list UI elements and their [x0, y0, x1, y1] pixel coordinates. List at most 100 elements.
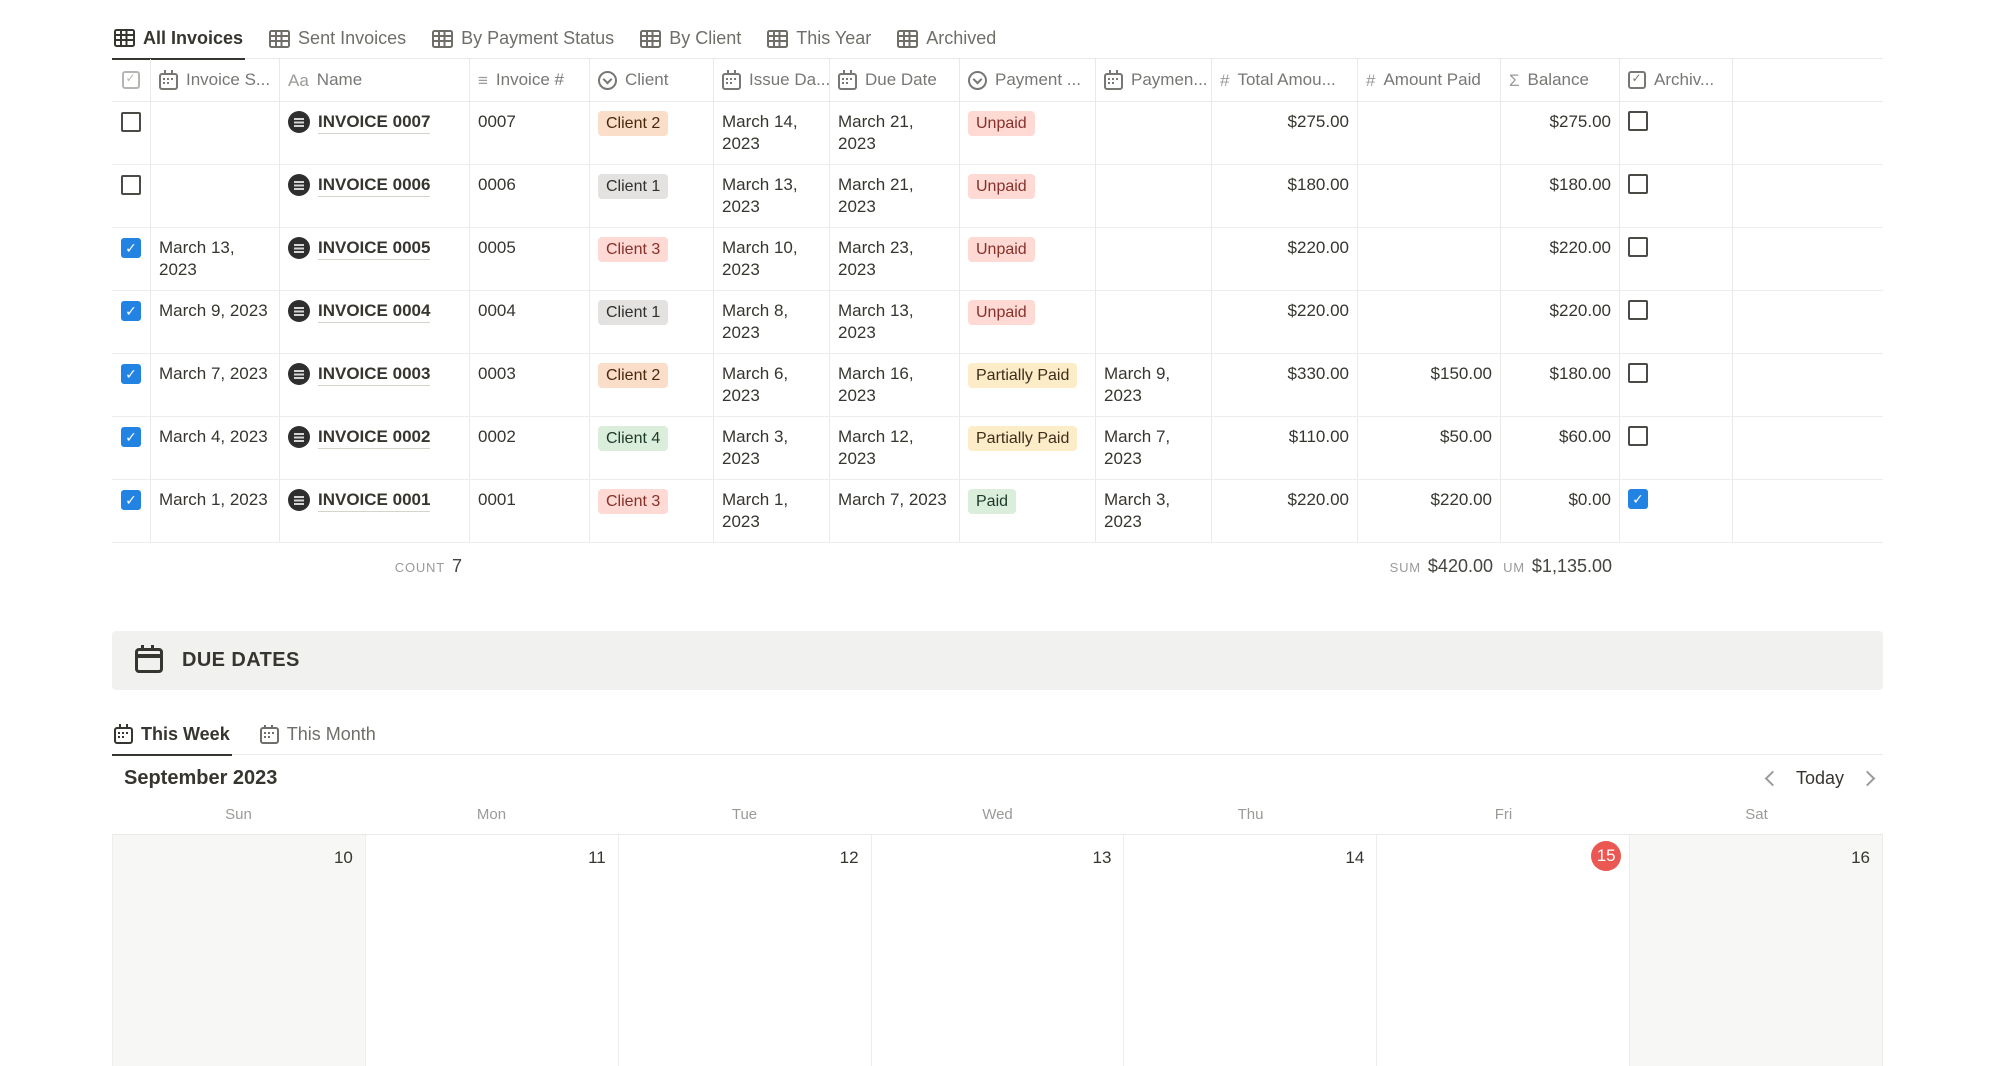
chevron-left-icon[interactable] — [1764, 770, 1781, 786]
column-header-due-date[interactable]: Due Date — [830, 59, 960, 101]
cell-payment-status[interactable]: Unpaid — [960, 102, 1096, 164]
archived-checkbox[interactable] — [1628, 111, 1648, 131]
column-header-client[interactable]: Client — [590, 59, 714, 101]
cell-amount-paid[interactable] — [1358, 291, 1501, 353]
cell-total-amount[interactable]: $220.00 — [1212, 291, 1358, 353]
invoice-page-link[interactable]: INVOICE 0003 — [318, 363, 431, 387]
cell-due-date[interactable]: March 21, 2023 — [830, 102, 960, 164]
amount-paid-sum-aggregate[interactable]: SUM $420.00 — [1389, 555, 1493, 576]
cell-client[interactable]: Client 3 — [590, 228, 714, 290]
cell-name[interactable]: INVOICE 0002 — [280, 417, 470, 479]
cell-issue-date[interactable]: March 3, 2023 — [714, 417, 830, 479]
cell-payment-date[interactable] — [1096, 291, 1212, 353]
invoice-page-link[interactable]: INVOICE 0002 — [318, 426, 431, 450]
cell-client[interactable]: Client 1 — [590, 165, 714, 227]
column-header-total-amount[interactable]: # Total Amou... — [1212, 59, 1358, 101]
calendar-day-cell[interactable]: 16 — [1630, 835, 1884, 1066]
cell-due-date[interactable]: March 16, 2023 — [830, 354, 960, 416]
row-select-checkbox[interactable] — [121, 112, 141, 132]
cell-invoice-sent[interactable]: March 7, 2023 — [150, 354, 280, 416]
balance-sum-aggregate[interactable]: UM $1,135.00 — [1503, 555, 1612, 576]
tab-by-payment-status[interactable]: By Payment Status — [430, 28, 616, 58]
cell-name[interactable]: INVOICE 0005 — [280, 228, 470, 290]
archived-checkbox[interactable] — [1628, 426, 1648, 446]
cell-amount-paid[interactable] — [1358, 165, 1501, 227]
cell-balance[interactable]: $220.00 — [1501, 291, 1620, 353]
cell-amount-paid[interactable]: $50.00 — [1358, 417, 1501, 479]
cell-total-amount[interactable]: $330.00 — [1212, 354, 1358, 416]
cell-name[interactable]: INVOICE 0006 — [280, 165, 470, 227]
cell-due-date[interactable]: March 21, 2023 — [830, 165, 960, 227]
tab-by-client[interactable]: By Client — [638, 28, 743, 58]
cell-invoice-number[interactable]: 0007 — [470, 102, 590, 164]
cell-invoice-sent[interactable] — [150, 102, 280, 164]
column-header-invoice-sent[interactable]: Invoice S... — [150, 59, 280, 101]
cell-payment-date[interactable] — [1096, 102, 1212, 164]
calendar-day-cell[interactable]: 11 — [365, 835, 619, 1066]
tab-archived[interactable]: Archived — [895, 28, 998, 58]
tab-this-week[interactable]: This Week — [112, 724, 232, 756]
tab-sent-invoices[interactable]: Sent Invoices — [267, 28, 408, 58]
cell-name[interactable]: INVOICE 0007 — [280, 102, 470, 164]
cell-balance[interactable]: $180.00 — [1501, 354, 1620, 416]
cell-balance[interactable]: $220.00 — [1501, 228, 1620, 290]
cell-payment-status[interactable]: Partially Paid — [960, 417, 1096, 479]
calendar-day-cell[interactable]: 14 — [1124, 835, 1378, 1066]
cell-issue-date[interactable]: March 1, 2023 — [714, 480, 830, 542]
cell-total-amount[interactable]: $220.00 — [1212, 480, 1358, 542]
column-header-archived[interactable]: Archiv... — [1620, 59, 1733, 101]
invoice-page-link[interactable]: INVOICE 0005 — [318, 237, 431, 261]
cell-payment-date[interactable]: March 7, 2023 — [1096, 417, 1212, 479]
cell-due-date[interactable]: March 7, 2023 — [830, 480, 960, 542]
row-select-checkbox[interactable] — [121, 427, 141, 447]
cell-client[interactable]: Client 2 — [590, 102, 714, 164]
cell-due-date[interactable]: March 13, 2023 — [830, 291, 960, 353]
today-button[interactable]: Today — [1795, 767, 1844, 788]
invoice-page-link[interactable]: INVOICE 0006 — [318, 174, 431, 198]
cell-issue-date[interactable]: March 13, 2023 — [714, 165, 830, 227]
cell-total-amount[interactable]: $180.00 — [1212, 165, 1358, 227]
cell-balance[interactable]: $180.00 — [1501, 165, 1620, 227]
cell-amount-paid[interactable]: $220.00 — [1358, 480, 1501, 542]
cell-amount-paid[interactable] — [1358, 102, 1501, 164]
row-select-checkbox[interactable] — [121, 175, 141, 195]
cell-payment-status[interactable]: Unpaid — [960, 291, 1096, 353]
cell-balance[interactable]: $0.00 — [1501, 480, 1620, 542]
count-aggregate[interactable]: COUNT 7 — [394, 555, 462, 576]
archived-checkbox[interactable] — [1628, 300, 1648, 320]
cell-client[interactable]: Client 4 — [590, 417, 714, 479]
cell-payment-status[interactable]: Unpaid — [960, 228, 1096, 290]
due-dates-heading[interactable]: DUE DATES — [112, 631, 1883, 690]
cell-issue-date[interactable]: March 8, 2023 — [714, 291, 830, 353]
cell-amount-paid[interactable] — [1358, 228, 1501, 290]
invoice-page-link[interactable]: INVOICE 0004 — [318, 300, 431, 324]
column-header-issue-date[interactable]: Issue Da... — [714, 59, 830, 101]
chevron-right-icon[interactable] — [1859, 770, 1876, 786]
archived-checkbox[interactable] — [1628, 174, 1648, 194]
invoice-page-link[interactable]: INVOICE 0007 — [318, 111, 431, 135]
cell-due-date[interactable]: March 12, 2023 — [830, 417, 960, 479]
tab-all-invoices[interactable]: All Invoices — [112, 28, 246, 60]
cell-client[interactable]: Client 3 — [590, 480, 714, 542]
cell-invoice-number[interactable]: 0004 — [470, 291, 590, 353]
cell-payment-date[interactable]: March 3, 2023 — [1096, 480, 1212, 542]
cell-invoice-sent[interactable]: March 1, 2023 — [150, 480, 280, 542]
cell-payment-date[interactable]: March 9, 2023 — [1096, 354, 1212, 416]
cell-total-amount[interactable]: $220.00 — [1212, 228, 1358, 290]
archived-checkbox[interactable] — [1628, 237, 1648, 257]
cell-name[interactable]: INVOICE 0001 — [280, 480, 470, 542]
column-header-payment-status[interactable]: Payment ... — [960, 59, 1096, 101]
cell-invoice-sent[interactable] — [150, 165, 280, 227]
tab-this-month[interactable]: This Month — [258, 724, 378, 754]
cell-payment-status[interactable]: Unpaid — [960, 165, 1096, 227]
calendar-day-cell[interactable]: 15 — [1377, 835, 1631, 1066]
cell-invoice-number[interactable]: 0006 — [470, 165, 590, 227]
column-header-name[interactable]: Aa Name — [280, 59, 470, 101]
cell-invoice-number[interactable]: 0005 — [470, 228, 590, 290]
calendar-day-cell[interactable]: 10 — [113, 835, 366, 1066]
cell-balance[interactable]: $275.00 — [1501, 102, 1620, 164]
cell-name[interactable]: INVOICE 0003 — [280, 354, 470, 416]
cell-name[interactable]: INVOICE 0004 — [280, 291, 470, 353]
calendar-day-cell[interactable]: 12 — [618, 835, 872, 1066]
cell-invoice-sent[interactable]: March 9, 2023 — [150, 291, 280, 353]
